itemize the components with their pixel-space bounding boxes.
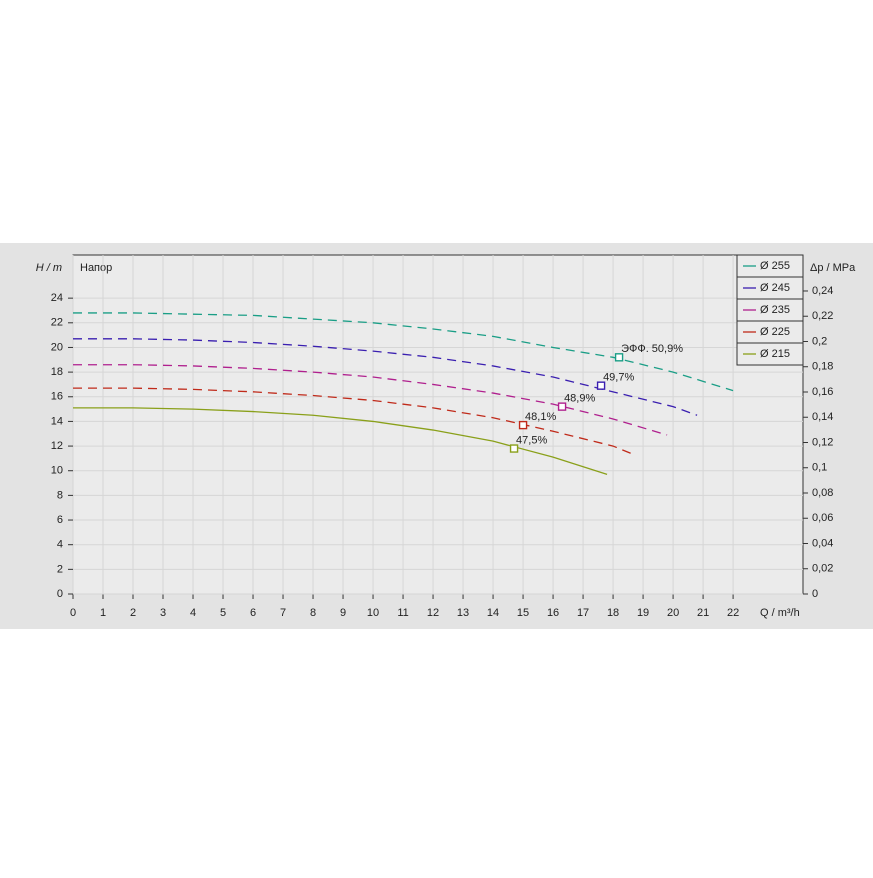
y-tick-label: 12 xyxy=(51,440,63,452)
y2-tick-label: 0,06 xyxy=(812,512,833,524)
curve xyxy=(73,387,632,455)
legend-label: Ø 235 xyxy=(760,304,790,316)
y2-tick-label: 0,02 xyxy=(812,563,833,575)
x-axis-label: Q / m³/h xyxy=(760,607,800,619)
efficiency-label: 49,7% xyxy=(603,372,634,384)
annotation: Напор xyxy=(80,262,112,274)
legend-label: Ø 215 xyxy=(760,348,790,360)
x-tick-label: 13 xyxy=(457,607,469,619)
x-tick-label: 15 xyxy=(517,607,529,619)
x-tick-label: 16 xyxy=(547,607,559,619)
efficiency-point xyxy=(518,420,528,430)
y2-tick-label: 0,16 xyxy=(812,386,833,398)
efficiency-label: 48,9% xyxy=(564,393,595,405)
y-tick-label: 22 xyxy=(51,317,63,329)
y2-tick-label: 0,22 xyxy=(812,310,833,322)
legend-label: Ø 255 xyxy=(760,260,790,272)
plot-area xyxy=(72,254,804,595)
y-tick-label: 16 xyxy=(51,391,63,403)
y-tick-label: 0 xyxy=(57,588,63,600)
curve xyxy=(73,312,734,392)
y-tick-label: 10 xyxy=(51,465,63,477)
y-tick-label: 4 xyxy=(57,539,63,551)
y-tick-label: 2 xyxy=(57,563,63,575)
y2-tick-label: 0,08 xyxy=(812,487,833,499)
x-tick-label: 14 xyxy=(487,607,499,619)
y2-tick-label: 0,14 xyxy=(812,411,833,423)
y-tick-label: 6 xyxy=(57,514,63,526)
efficiency-label: 48,1% xyxy=(525,411,556,423)
y2-axis-label: Δp / MPa xyxy=(810,262,856,274)
y-axis-label: H / m xyxy=(36,262,62,274)
y2-tick-label: 0,1 xyxy=(812,462,827,474)
x-tick-label: 17 xyxy=(577,607,589,619)
x-tick-label: 18 xyxy=(607,607,619,619)
curve xyxy=(73,407,608,476)
x-tick-label: 19 xyxy=(637,607,649,619)
x-tick-label: 22 xyxy=(727,607,739,619)
y-tick-label: 8 xyxy=(57,489,63,501)
x-tick-label: 4 xyxy=(190,607,196,619)
y-tick-label: 20 xyxy=(51,341,63,353)
y2-tick-label: 0,24 xyxy=(812,285,833,297)
y-tick-label: 24 xyxy=(51,292,63,304)
legend-label: Ø 245 xyxy=(760,282,790,294)
efficiency-point xyxy=(509,444,519,453)
x-tick-label: 7 xyxy=(280,607,286,619)
efficiency-point xyxy=(557,402,567,411)
x-tick-label: 6 xyxy=(250,607,256,619)
x-tick-label: 5 xyxy=(220,607,226,619)
x-tick-label: 0 xyxy=(70,607,76,619)
efficiency-label: ЭФФ. 50,9% xyxy=(621,343,683,355)
efficiency-point xyxy=(596,381,606,390)
x-tick-label: 2 xyxy=(130,607,136,619)
x-tick-label: 9 xyxy=(340,607,346,619)
curve xyxy=(73,364,668,436)
x-tick-label: 12 xyxy=(427,607,439,619)
x-tick-label: 11 xyxy=(397,607,408,619)
y2-tick-label: 0,12 xyxy=(812,436,833,448)
y2-tick-label: 0 xyxy=(812,588,818,600)
legend-label: Ø 225 xyxy=(760,326,790,338)
x-tick-label: 8 xyxy=(310,607,316,619)
x-tick-label: 20 xyxy=(667,607,679,619)
x-tick-label: 1 xyxy=(100,607,106,619)
y-tick-label: 14 xyxy=(51,415,63,427)
y2-tick-label: 0,04 xyxy=(812,537,833,549)
x-tick-label: 3 xyxy=(160,607,166,619)
x-tick-label: 10 xyxy=(367,607,379,619)
y-tick-label: 18 xyxy=(51,366,63,378)
y2-tick-label: 0,2 xyxy=(812,335,827,347)
efficiency-label: 47,5% xyxy=(516,434,547,446)
y2-tick-label: 0,18 xyxy=(812,361,833,373)
efficiency-point xyxy=(614,353,624,362)
x-tick-label: 21 xyxy=(697,607,709,619)
curve xyxy=(73,338,698,416)
